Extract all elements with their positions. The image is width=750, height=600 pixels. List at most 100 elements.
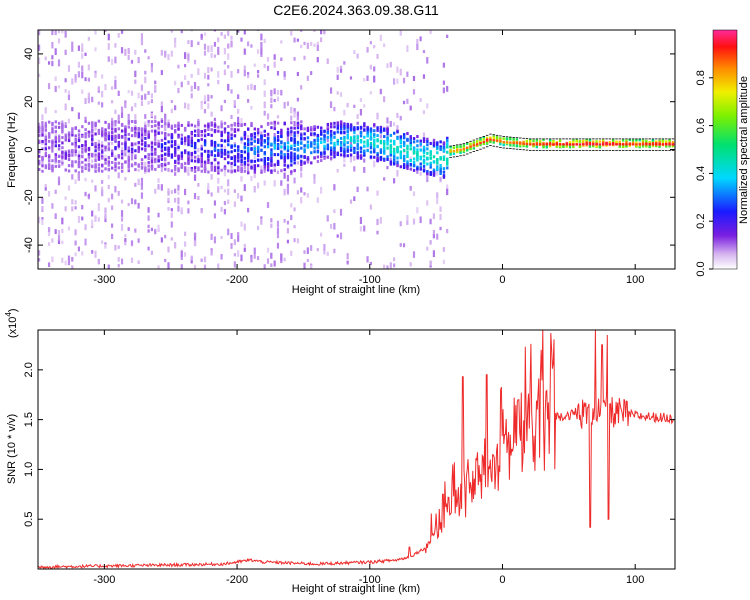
spectrogram-ridge-edge bbox=[538, 138, 542, 140]
spectrogram-cell bbox=[140, 33, 144, 40]
spectrogram-cell bbox=[54, 130, 57, 134]
spectrogram-cell bbox=[124, 177, 127, 181]
spectrogram-ridge-edge bbox=[489, 145, 492, 146]
spectrogram-cell bbox=[286, 220, 290, 225]
spectrogram-cell bbox=[170, 189, 173, 194]
spectrogram-cell bbox=[416, 148, 419, 152]
spectrogram-cell bbox=[519, 144, 522, 148]
spectrogram-cell bbox=[356, 156, 359, 160]
spectrogram-cell bbox=[359, 131, 363, 135]
spectrogram-cell bbox=[223, 149, 227, 153]
spectrogram-ridge-edge bbox=[598, 149, 602, 151]
spectrogram-cell bbox=[598, 145, 602, 149]
spectrogram-cell bbox=[180, 264, 183, 269]
spectrogram-cell bbox=[130, 257, 134, 263]
spectrogram-cell bbox=[426, 143, 429, 147]
spectrogram-cell bbox=[402, 77, 406, 84]
spectrogram-cell bbox=[509, 137, 512, 141]
spectrogram-cell bbox=[313, 126, 316, 130]
spectrogram-cell bbox=[379, 129, 383, 133]
spectrogram-cell bbox=[369, 142, 373, 146]
spectrogram-cell bbox=[446, 228, 449, 234]
spectrogram-cell bbox=[592, 140, 595, 144]
spectrogram-cell bbox=[127, 132, 130, 136]
spectrogram-cell bbox=[233, 129, 237, 133]
spectrogram-cell bbox=[174, 159, 177, 163]
spectrogram-cell bbox=[366, 125, 369, 129]
spectrogram-cell bbox=[585, 141, 588, 144]
spectrogram-cell bbox=[207, 149, 210, 153]
spectrogram-cell bbox=[290, 132, 293, 138]
spectrogram-cell bbox=[117, 245, 120, 249]
spectrogram-cell bbox=[266, 258, 270, 264]
spectrogram-cell bbox=[67, 94, 71, 101]
spectrogram-cell bbox=[230, 127, 233, 131]
spectrogram-cell bbox=[120, 146, 124, 152]
spectrogram-cell bbox=[84, 52, 87, 57]
spectrogram-cell bbox=[300, 133, 303, 137]
spectrogram-cell bbox=[64, 260, 67, 266]
spectrogram-cell bbox=[383, 177, 386, 181]
spectrogram-ridge-edge bbox=[598, 138, 602, 140]
spectrogram-cell bbox=[356, 121, 359, 125]
spectrogram-cell bbox=[167, 188, 170, 194]
spectrogram-cell bbox=[177, 197, 180, 205]
spectrogram-cell bbox=[180, 137, 184, 141]
spectrogram-cell bbox=[386, 136, 389, 140]
spectrogram-cell bbox=[426, 151, 429, 155]
spectrogram-cell bbox=[101, 140, 104, 146]
spectrogram-cell bbox=[217, 37, 220, 43]
spectrogram-cell bbox=[47, 139, 51, 143]
spectrogram-cell bbox=[193, 146, 197, 150]
spectrogram-cell bbox=[247, 143, 250, 147]
spectrogram-cell bbox=[290, 106, 293, 114]
spectrogram-cell bbox=[439, 164, 442, 168]
spectrogram-cell bbox=[310, 126, 313, 130]
spectrogram-cell bbox=[124, 149, 127, 153]
spectrogram-cell bbox=[217, 161, 220, 165]
spectrogram-cell bbox=[432, 234, 436, 239]
spectrogram-cell bbox=[91, 130, 94, 134]
spectrogram-cell bbox=[77, 246, 81, 252]
spectrogram-cell bbox=[247, 85, 250, 91]
spectrogram-cell bbox=[459, 151, 462, 154]
spectrogram-cell bbox=[157, 165, 160, 169]
spectrogram-cell bbox=[270, 126, 273, 130]
spectrogram-cell bbox=[110, 131, 114, 135]
spectrogram-cell bbox=[286, 174, 290, 182]
spectrogram-cell bbox=[479, 143, 482, 147]
spectrogram-cell bbox=[399, 135, 403, 139]
spectrogram-cell bbox=[290, 144, 293, 148]
spectrogram-cell bbox=[190, 151, 194, 155]
spectrogram-cell bbox=[223, 169, 226, 177]
spectrogram-cell bbox=[47, 120, 51, 124]
spectrogram-cell bbox=[346, 126, 349, 130]
spectrogram-cell bbox=[144, 93, 147, 100]
spectrogram-cell bbox=[154, 80, 157, 85]
spectrogram-cell bbox=[147, 215, 150, 221]
spectrogram-cell bbox=[144, 161, 147, 168]
spectrogram-ridge-edge bbox=[505, 147, 509, 149]
spectrogram-cell bbox=[286, 155, 290, 159]
spectrogram-cell bbox=[170, 126, 174, 130]
spectrogram-cell bbox=[243, 48, 246, 55]
spectrogram-cell bbox=[446, 85, 449, 92]
spectrogram-cell bbox=[432, 172, 436, 176]
spectrogram-ridge-edge bbox=[456, 155, 459, 157]
spectrogram-cell bbox=[243, 224, 246, 231]
spectrogram-cell bbox=[353, 126, 356, 130]
spectrogram-cell bbox=[177, 184, 180, 191]
spectrogram-ridge-edge bbox=[525, 138, 529, 140]
spectrogram-cell bbox=[293, 137, 296, 141]
spectrogram-cell bbox=[130, 198, 134, 205]
spectrogram-cell bbox=[57, 229, 61, 236]
spectrogram-cell bbox=[363, 225, 366, 232]
spectrogram-cell bbox=[303, 150, 306, 154]
spectrogram-ridge-edge bbox=[648, 138, 651, 140]
spectrogram-cell bbox=[87, 164, 91, 168]
spectrogram-cell bbox=[74, 143, 77, 147]
spectrogram-cell bbox=[339, 127, 343, 131]
spectrogram-cell bbox=[167, 262, 170, 269]
spectrogram-cell bbox=[177, 191, 180, 196]
